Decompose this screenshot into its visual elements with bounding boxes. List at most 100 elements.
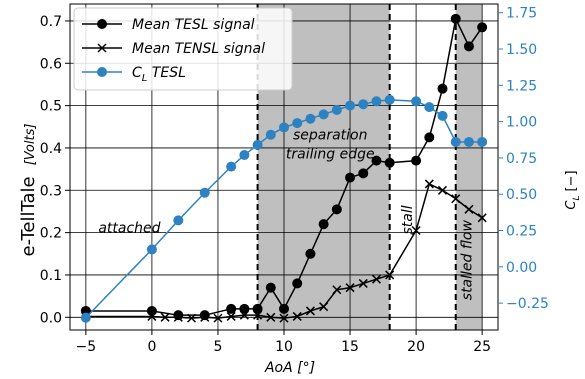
x-tick-label-5: 20 xyxy=(407,339,425,355)
series-0-point-9 xyxy=(292,278,303,289)
series-1-point-4 xyxy=(187,313,197,323)
series-1-point-1 xyxy=(147,311,157,321)
series-0-point-15 xyxy=(371,155,382,166)
series-1-point-11 xyxy=(279,313,289,323)
y-axis-left-label: e-TellTale [Volts] xyxy=(18,124,39,257)
series-0-point-16 xyxy=(384,157,395,168)
series-2-point-11 xyxy=(318,109,329,120)
y-left-tick-label-2: 0.2 xyxy=(40,226,62,242)
annotation-0: attached xyxy=(98,221,160,237)
y-axis-left-unit: [Volts] xyxy=(23,124,38,166)
plot-series xyxy=(80,13,488,323)
series-0-point-4 xyxy=(226,303,237,314)
y-left-tick-label-7: 0.7 xyxy=(40,14,62,30)
series-1-point-5 xyxy=(200,312,210,322)
series-1-point-12 xyxy=(292,311,302,321)
series-0-point-17 xyxy=(411,155,422,166)
y-left-tick-label-4: 0.4 xyxy=(40,141,62,157)
y-right-tick-label-6: 1.25 xyxy=(506,78,537,94)
y-axis-right-unit: [−] xyxy=(564,170,579,191)
series-2-point-19 xyxy=(437,110,448,121)
series-1-point-24 xyxy=(464,204,474,214)
series-0-point-1 xyxy=(146,305,157,316)
y-left-tick-label-1: 0.1 xyxy=(40,268,62,284)
series-2-point-21 xyxy=(463,136,474,147)
series-2-point-8 xyxy=(279,122,289,133)
series-2-point-1 xyxy=(146,244,157,255)
annotation-3: stall xyxy=(400,205,416,234)
series-0-point-11 xyxy=(318,219,329,230)
y-right-tick-label-7: 1.50 xyxy=(506,42,537,58)
series-0-point-8 xyxy=(279,303,289,314)
legend-label-2-main: C xyxy=(132,65,142,81)
series-2-point-2 xyxy=(173,215,184,226)
series-1-point-18 xyxy=(371,274,381,284)
series-1-point-10 xyxy=(266,312,276,322)
series-2-point-10 xyxy=(305,113,316,124)
y-right-tick-label-4: 0.75 xyxy=(506,151,537,167)
x-tick-label-1: 0 xyxy=(147,339,156,355)
y-axis-right-label: CL [−] xyxy=(564,170,582,209)
x-tick-label-2: 5 xyxy=(213,339,222,355)
annotation-4: stalled flow xyxy=(460,220,476,301)
legend-marker-0 xyxy=(97,19,107,29)
shaded-region-1 xyxy=(455,4,483,330)
series-2-point-12 xyxy=(331,105,342,116)
series-2-point-15 xyxy=(371,96,382,107)
series-2-point-14 xyxy=(358,99,369,110)
legend: Mean TESL signal Mean TENSL signal CL TESL xyxy=(73,7,293,91)
series-2-point-17 xyxy=(411,96,422,107)
series-1-point-21 xyxy=(424,179,434,189)
series-1-point-6 xyxy=(213,313,223,323)
series-0-point-5 xyxy=(239,303,250,314)
y-right-tick-label-0: −0.25 xyxy=(506,296,549,312)
series-2-point-0 xyxy=(80,312,91,323)
series-2-point-18 xyxy=(424,102,435,113)
series-0-point-10 xyxy=(305,248,316,259)
x-axis-label: AoA [°] xyxy=(264,360,315,376)
series-1-point-16 xyxy=(345,283,355,293)
annotations: attached separation trailing edge stall stal… xyxy=(98,127,475,300)
x-tick-label-4: 15 xyxy=(341,339,359,355)
annotation-1: separation xyxy=(293,127,368,143)
annotation-2: trailing edge xyxy=(286,147,375,163)
series-1-point-19 xyxy=(385,270,395,280)
series-0-point-20 xyxy=(450,13,461,24)
series-2-point-3 xyxy=(199,187,210,198)
series-2-point-13 xyxy=(345,100,356,111)
series-0-point-22 xyxy=(477,22,488,33)
legend-marker-1 xyxy=(97,43,107,53)
y-axis-right-label-text: C xyxy=(564,200,579,210)
series-0-point-18 xyxy=(424,132,435,143)
svg-text:CL[−]: CL [−] xyxy=(564,170,582,209)
series-2-point-16 xyxy=(384,94,395,105)
legend-label-2-sub: L xyxy=(142,73,148,84)
series-1-point-7 xyxy=(226,311,236,321)
series-0-point-3 xyxy=(199,310,210,321)
series-0-point-13 xyxy=(345,172,356,183)
legend-label-0: Mean TESL signal xyxy=(132,17,255,33)
series-0-point-12 xyxy=(331,204,342,215)
y-right-tick-label-8: 1.75 xyxy=(506,6,537,22)
series-1-point-2 xyxy=(160,312,170,322)
x-tick-label-0: −5 xyxy=(76,339,97,355)
x-tick-label-6: 25 xyxy=(473,339,491,355)
series-2-point-4 xyxy=(226,161,237,172)
legend-label-1: Mean TENSL signal xyxy=(132,41,265,57)
series-2-point-5 xyxy=(239,150,250,161)
y-right-tick-label-3: 0.50 xyxy=(506,187,537,203)
series-2-point-9 xyxy=(292,118,303,129)
svg-text:e-TellTale [Volts]: e-TellTale [Volts] xyxy=(18,124,39,257)
y-left-tick-label-3: 0.3 xyxy=(40,183,62,199)
legend-box xyxy=(73,7,293,91)
series-1-point-8 xyxy=(239,310,249,320)
series-2-point-7 xyxy=(265,129,276,140)
series-0-point-19 xyxy=(437,83,448,94)
y-left-tick-label-5: 0.5 xyxy=(40,99,62,115)
series-1-point-14 xyxy=(319,302,329,312)
series-1-point-13 xyxy=(305,306,315,316)
shaded-regions xyxy=(257,4,483,330)
y-left-tick-label-6: 0.6 xyxy=(40,56,62,72)
legend-label-2: CL TESL xyxy=(132,65,186,84)
series-1-point-9 xyxy=(253,310,263,320)
